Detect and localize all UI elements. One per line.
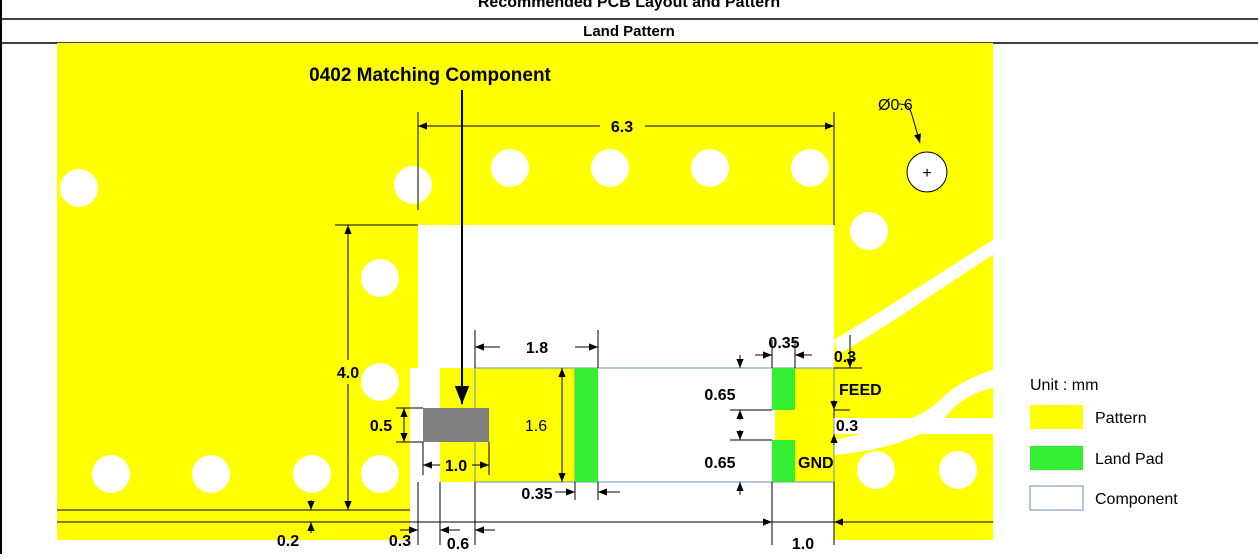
hole-marker-text: + bbox=[922, 165, 931, 182]
legend-label-pattern: Pattern bbox=[1095, 410, 1147, 427]
dim-slot-width: 0.6 bbox=[447, 536, 469, 553]
legend-swatch-component bbox=[1029, 485, 1084, 511]
dim-feed-gap-top: 0.3 bbox=[834, 349, 856, 366]
via-hole bbox=[192, 455, 230, 493]
dim-matching-height: 0.5 bbox=[370, 418, 392, 435]
via-hole bbox=[361, 455, 399, 493]
via-hole bbox=[939, 451, 977, 489]
via-hole bbox=[394, 166, 432, 204]
via-hole bbox=[850, 212, 888, 250]
dim-height: 4.0 bbox=[337, 365, 359, 382]
dim-feed-height: 0.65 bbox=[704, 387, 735, 404]
reference-hole: + bbox=[906, 151, 948, 193]
dim-feed-gap-mid: 0.3 bbox=[836, 418, 858, 435]
via-hole bbox=[293, 455, 331, 493]
legend-swatch-pattern bbox=[1030, 405, 1083, 429]
via-hole bbox=[857, 451, 895, 489]
gnd-land-pad bbox=[772, 440, 795, 482]
matching-component-label: 0402 Matching Component bbox=[309, 65, 551, 86]
dimension-lines bbox=[57, 112, 993, 545]
left-land-pad bbox=[575, 368, 598, 482]
legend-label-component: Component bbox=[1095, 491, 1178, 508]
via-hole bbox=[691, 149, 729, 187]
dim-slot-gap: 0.3 bbox=[389, 533, 411, 550]
clipped-title: Recommended PCB Layout and Pattern bbox=[478, 0, 780, 11]
matching-component bbox=[423, 408, 489, 442]
dim-right-segment: 1.0 bbox=[792, 536, 814, 553]
via-hole bbox=[361, 363, 399, 401]
section-title: Land Pattern bbox=[583, 23, 675, 40]
legend-unit: Unit : mm bbox=[1030, 377, 1098, 394]
via-hole bbox=[491, 149, 529, 187]
dim-right-pad-width: 0.35 bbox=[768, 335, 799, 352]
dim-pad-span: 1.8 bbox=[526, 340, 548, 357]
via-hole bbox=[60, 169, 98, 207]
dim-component-height: 1.6 bbox=[525, 418, 547, 435]
dim-overall-width: 6.3 bbox=[611, 119, 633, 136]
dim-matching-width: 1.0 bbox=[445, 458, 467, 475]
via-hole bbox=[791, 149, 829, 187]
hole-diameter-label: Ø0.6 bbox=[878, 97, 913, 114]
via-hole bbox=[591, 149, 629, 187]
feed-land-pad bbox=[772, 368, 795, 410]
dim-edge-clearance: 0.2 bbox=[277, 533, 299, 550]
gnd-label: GND bbox=[798, 455, 834, 472]
via-holes bbox=[60, 149, 977, 493]
legend-label-landpad: Land Pad bbox=[1095, 451, 1164, 468]
legend-swatch-landpad bbox=[1030, 446, 1083, 470]
via-hole bbox=[92, 455, 130, 493]
legend: Unit : mm Pattern Land Pad Component bbox=[1029, 377, 1178, 511]
dim-gnd-height: 0.65 bbox=[704, 455, 735, 472]
via-hole bbox=[361, 259, 399, 297]
dim-left-pad-width: 0.35 bbox=[521, 486, 552, 503]
feed-label: FEED bbox=[839, 382, 882, 399]
